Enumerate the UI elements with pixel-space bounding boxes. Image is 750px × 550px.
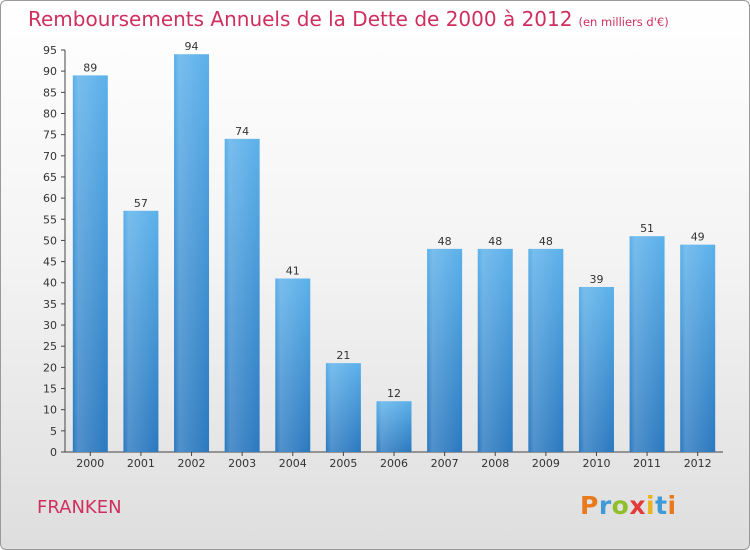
y-tick-label: 70 [43, 150, 57, 163]
bar-value-label: 48 [438, 235, 452, 248]
bar-highlight [528, 248, 564, 452]
y-tick-label: 25 [43, 340, 57, 353]
x-tick-label: 2002 [178, 457, 206, 470]
bar-value-label: 48 [488, 235, 502, 248]
bar-highlight [325, 363, 361, 452]
commune-name: FRANKEN [37, 497, 122, 518]
bar-highlight [376, 401, 412, 452]
bar-value-label: 49 [691, 231, 705, 244]
x-tick-label: 2008 [481, 457, 509, 470]
y-tick-label: 60 [43, 192, 57, 205]
x-tick-label: 2009 [532, 457, 560, 470]
y-tick-label: 90 [43, 65, 57, 78]
bar-value-label: 74 [235, 125, 249, 138]
logo-letter: r [598, 491, 612, 520]
bars [72, 54, 716, 453]
bar-value-label: 21 [336, 349, 350, 362]
logo-letter: P [580, 491, 599, 520]
bar-highlight [427, 248, 463, 452]
x-tick-label: 2001 [127, 457, 155, 470]
x-tick-label: 2012 [684, 457, 712, 470]
y-tick-label: 5 [50, 425, 57, 438]
y-tick-label: 40 [43, 277, 57, 290]
y-tick-label: 10 [43, 404, 57, 417]
x-tick-label: 2011 [633, 457, 661, 470]
x-tick-label: 2006 [380, 457, 408, 470]
chart-title: Remboursements Annuels de la Dette de 20… [28, 7, 669, 31]
bar-value-label: 57 [134, 197, 148, 210]
bar-value-label: 39 [589, 273, 603, 286]
bar-value-label: 12 [387, 387, 401, 400]
bar-highlight [174, 54, 210, 453]
x-tick-label: 2010 [582, 457, 610, 470]
bar-highlight [275, 278, 311, 452]
bar-value-label: 41 [286, 265, 300, 278]
bar-value-label: 51 [640, 222, 654, 235]
x-tick-label: 2003 [228, 457, 256, 470]
axes: 0 5 10 15 20 25 30 35 40 45 50 55 60 65 70 75 80 85 90 95 20… [43, 44, 723, 470]
bar-highlight [123, 210, 159, 452]
y-tick-label: 95 [43, 44, 57, 57]
y-tick-label: 80 [43, 107, 57, 120]
y-tick-label: 15 [43, 383, 57, 396]
logo-letter: x [629, 491, 646, 520]
logo-letter: o [611, 491, 630, 520]
x-tick-label: 2004 [279, 457, 307, 470]
proxiti-logo[interactable]: Proxiti [580, 491, 677, 520]
data-labels: 89 57 94 74 41 21 12 48 48 48 39 51 49 [83, 40, 704, 400]
y-tick-label: 55 [43, 213, 57, 226]
bar-highlight [477, 248, 513, 452]
x-tick-label: 2005 [329, 457, 357, 470]
bar-highlight [72, 75, 108, 453]
bar-value-label: 94 [185, 40, 199, 53]
y-tick-label: 30 [43, 319, 57, 332]
logo-letter: t [655, 491, 668, 520]
bar-value-label: 89 [83, 61, 97, 74]
y-tick-label: 20 [43, 361, 57, 374]
bar-value-label: 48 [539, 235, 553, 248]
y-tick-label: 45 [43, 256, 57, 269]
y-tick-label: 65 [43, 171, 57, 184]
bar-highlight [224, 138, 260, 452]
x-tick-label: 2007 [431, 457, 459, 470]
bar-highlight [680, 244, 716, 452]
chart-subtitle: (en milliers d'€) [578, 15, 669, 29]
x-tick-label: 2000 [76, 457, 104, 470]
y-tick-label: 0 [50, 446, 57, 459]
logo-letter: i [646, 491, 656, 520]
y-tick-label: 85 [43, 86, 57, 99]
bar-highlight [578, 286, 614, 452]
y-tick-label: 50 [43, 234, 57, 247]
y-tick-label: 35 [43, 298, 57, 311]
chart-title-text: Remboursements Annuels de la Dette de 20… [28, 7, 573, 31]
bar-highlight [629, 236, 665, 452]
logo-letter: i [667, 491, 677, 520]
y-tick-label: 75 [43, 129, 57, 142]
